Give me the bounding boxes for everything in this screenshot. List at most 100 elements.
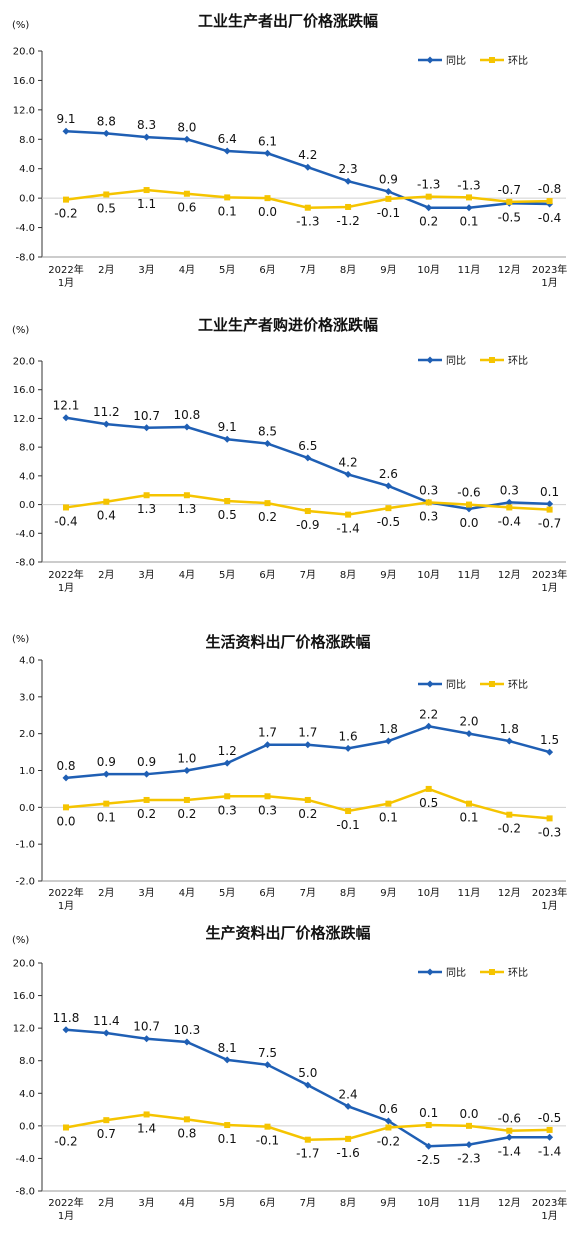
data-point xyxy=(143,1035,151,1043)
data-label: 0.0 xyxy=(56,814,75,828)
y-tick-label: 16.0 xyxy=(13,991,35,1002)
data-point xyxy=(224,1122,231,1129)
data-point xyxy=(183,796,190,803)
data-label: -0.7 xyxy=(538,517,561,531)
x-tick-label: 8月 xyxy=(340,1197,356,1209)
series-mom xyxy=(63,187,553,211)
legend: 同比 环比 xyxy=(418,679,528,691)
data-point xyxy=(546,1133,554,1141)
data-label: 2.2 xyxy=(419,707,438,721)
x-tick-label: 1月 xyxy=(58,1210,74,1222)
x-tick-label: 2023年 xyxy=(532,1196,567,1209)
y-tick-label: 20.0 xyxy=(13,959,35,970)
data-point xyxy=(223,759,231,767)
legend-marker xyxy=(426,680,434,688)
data-label: 0.0 xyxy=(459,1107,478,1121)
data-label: 0.9 xyxy=(379,173,398,187)
data-label: 8.5 xyxy=(258,425,277,439)
data-point xyxy=(384,482,392,490)
x-tick-label: 8月 xyxy=(340,264,356,276)
data-label: -1.3 xyxy=(417,178,440,192)
y-tick-label: 4.0 xyxy=(19,471,35,482)
data-point xyxy=(143,133,151,141)
data-label: 4.2 xyxy=(339,455,358,469)
chart-title: 生活资料出厂价格涨跌幅 xyxy=(205,633,370,651)
x-tick-label: 5月 xyxy=(219,887,235,899)
data-label: 1.7 xyxy=(258,726,277,740)
data-label: 0.9 xyxy=(137,755,156,769)
data-point xyxy=(385,800,392,807)
y-tick-label: 4.0 xyxy=(19,1089,35,1100)
x-tick-label: 6月 xyxy=(259,1197,275,1209)
data-point xyxy=(223,435,231,443)
data-label: 2.4 xyxy=(339,1087,358,1101)
data-point xyxy=(304,508,311,515)
data-point xyxy=(102,129,110,137)
data-point xyxy=(63,504,69,511)
data-label: 1.4 xyxy=(137,1121,156,1135)
data-point xyxy=(183,767,191,774)
x-tick-label: 2月 xyxy=(98,264,114,276)
legend-label: 同比 xyxy=(446,355,466,367)
y-tick-label: -1.0 xyxy=(15,840,35,851)
data-point xyxy=(304,796,311,803)
y-tick-label: -4.0 xyxy=(15,1154,35,1165)
series-yoy xyxy=(62,127,554,212)
chart-4: 生产资料出厂价格涨跌幅 (%) 20.0 16.0 12.0 8.0 4.0 0.0 -4.0 -… xyxy=(12,924,567,1222)
data-label: 0.1 xyxy=(218,1132,237,1146)
data-point xyxy=(264,440,271,448)
data-label: 1.5 xyxy=(540,733,559,747)
series-yoy xyxy=(62,722,554,782)
data-point xyxy=(345,1135,352,1142)
x-tick-label: 9月 xyxy=(380,1197,396,1209)
legend-marker xyxy=(489,969,495,975)
data-point xyxy=(103,498,110,505)
data-label: 1.8 xyxy=(379,722,398,736)
data-point xyxy=(183,1116,190,1123)
y-tick-label: 12.0 xyxy=(13,105,35,116)
data-label: 10.7 xyxy=(133,409,160,423)
data-label: 9.1 xyxy=(56,112,75,126)
data-label: -1.7 xyxy=(296,1147,319,1161)
y-tick-label: 8.0 xyxy=(19,443,35,454)
data-point xyxy=(304,741,312,749)
data-label: 10.7 xyxy=(133,1020,160,1034)
y-tick-label: 1.0 xyxy=(19,766,35,777)
data-label: 0.8 xyxy=(177,1126,196,1140)
data-point xyxy=(223,147,231,155)
data-point xyxy=(546,506,553,513)
data-label: 1.0 xyxy=(177,752,196,766)
data-point xyxy=(385,505,392,512)
x-tick-label: 2022年 xyxy=(48,886,83,899)
data-label: -0.2 xyxy=(377,1134,400,1148)
data-label: -0.4 xyxy=(538,211,561,225)
data-label: 4.2 xyxy=(298,148,317,162)
y-unit-label: (%) xyxy=(12,634,29,645)
data-label: 0.4 xyxy=(97,509,116,523)
data-point xyxy=(264,1123,271,1130)
x-tick-label: 10月 xyxy=(417,569,440,581)
y-tick-label: -8.0 xyxy=(15,253,35,264)
legend: 同比 环比 xyxy=(418,55,528,67)
data-label: 2.3 xyxy=(339,162,358,176)
data-point xyxy=(384,737,392,745)
data-point xyxy=(506,504,513,511)
x-tick-label: 1月 xyxy=(58,277,74,289)
x-tick-label: 3月 xyxy=(138,1197,154,1209)
x-tick-label: 1月 xyxy=(541,900,557,912)
x-tick-label: 4月 xyxy=(179,887,195,899)
data-point xyxy=(304,163,312,171)
data-point xyxy=(103,1117,110,1124)
data-point xyxy=(304,1136,311,1143)
series-mom xyxy=(63,492,553,518)
data-label: 0.3 xyxy=(218,803,237,817)
data-label: 0.2 xyxy=(137,807,156,821)
data-label: 1.7 xyxy=(298,726,317,740)
x-tick-label: 11月 xyxy=(458,569,481,581)
legend-label: 同比 xyxy=(446,55,466,67)
x-tick-label: 5月 xyxy=(219,1197,235,1209)
data-label: -0.2 xyxy=(498,822,521,836)
data-label: 1.8 xyxy=(500,722,519,736)
data-label: -1.2 xyxy=(336,214,359,228)
data-point xyxy=(345,511,352,518)
